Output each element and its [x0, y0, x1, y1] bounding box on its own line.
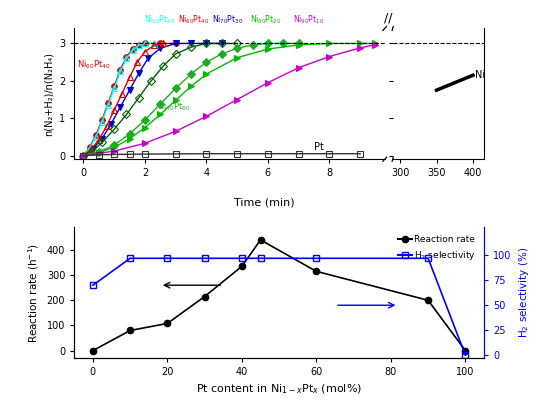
Text: Ni$_{90}$Pt$_{10}$: Ni$_{90}$Pt$_{10}$	[293, 13, 324, 26]
Text: Ni$_{70}$Pt$_{30}$: Ni$_{70}$Pt$_{30}$	[212, 13, 244, 26]
Text: Ni$_{40}$Pt$_{60}$: Ni$_{40}$Pt$_{60}$	[157, 101, 190, 113]
Y-axis label: n(N₂+H₂)/n(N₂H₄): n(N₂+H₂)/n(N₂H₄)	[43, 52, 53, 136]
Text: Ni$_{60}$Pt$_{40}$: Ni$_{60}$Pt$_{40}$	[178, 13, 210, 26]
Text: Time (min): Time (min)	[234, 197, 294, 208]
Text: Ni$_{50}$Pt$_{50}$: Ni$_{50}$Pt$_{50}$	[144, 13, 175, 26]
Text: Pt: Pt	[314, 142, 324, 152]
Text: Ni$_{80}$Pt$_{20}$: Ni$_{80}$Pt$_{20}$	[250, 13, 280, 26]
Text: //: //	[383, 11, 392, 24]
X-axis label: Pt content in Ni$_{1-x}$Pt$_x$ (mol%): Pt content in Ni$_{1-x}$Pt$_x$ (mol%)	[196, 383, 362, 396]
Y-axis label: H$_2$ selectivity (%): H$_2$ selectivity (%)	[517, 247, 531, 339]
Text: Ni: Ni	[475, 70, 485, 80]
Legend: Reaction rate, H$_2$ selectivity: Reaction rate, H$_2$ selectivity	[394, 232, 480, 266]
Text: Ni$_{60}$Pt$_{40}$: Ni$_{60}$Pt$_{40}$	[78, 59, 111, 71]
Y-axis label: Reaction rate (h$^{-1}$): Reaction rate (h$^{-1}$)	[26, 243, 41, 343]
